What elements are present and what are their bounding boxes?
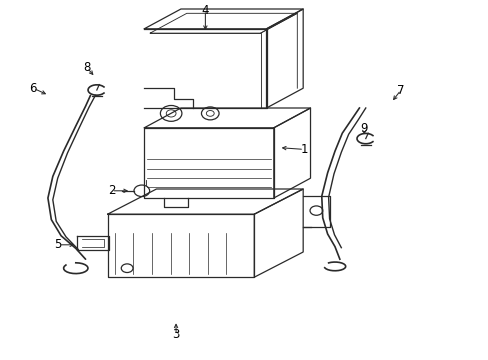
Text: 6: 6	[29, 82, 37, 95]
Text: 4: 4	[201, 4, 209, 17]
Text: 3: 3	[172, 328, 180, 341]
Text: 7: 7	[396, 84, 404, 96]
Text: 5: 5	[54, 238, 61, 251]
Text: 2: 2	[107, 184, 115, 197]
Text: 1: 1	[300, 143, 307, 156]
Text: 8: 8	[83, 61, 91, 74]
Text: 9: 9	[360, 122, 367, 135]
